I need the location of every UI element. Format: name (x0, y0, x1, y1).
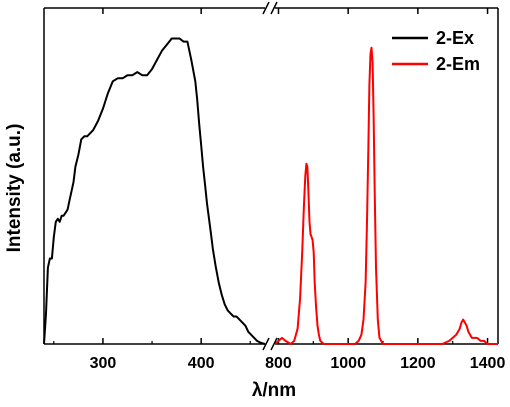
axis-break-marker (262, 1, 278, 351)
legend: 2-Ex 2-Em (392, 28, 480, 74)
series-line-2-ex (43, 37, 266, 345)
tick-labels: 300 400 800 1000 1200 1400 (90, 355, 506, 372)
legend-label-2-em: 2-Em (436, 54, 480, 74)
axis-break-top-left (262, 1, 270, 15)
axis-break-bottom-right (270, 337, 278, 351)
tick-marks (53, 8, 489, 344)
x-tick-label: 800 (265, 355, 292, 372)
axis-break-bottom-left (262, 337, 270, 351)
series-line-2-em (274, 46, 498, 345)
series-lines (43, 37, 498, 345)
y-axis-label: Intensity (a.u.) (4, 124, 25, 253)
x-axis-label: λ/nm (252, 380, 296, 401)
x-tick-label: 1400 (470, 355, 506, 372)
x-tick-label: 1200 (400, 355, 436, 372)
x-tick-label: 400 (188, 355, 215, 372)
plot-frame (43, 7, 499, 345)
x-tick-label: 300 (90, 355, 117, 372)
legend-label-2-ex: 2-Ex (436, 28, 474, 48)
x-tick-label: 1000 (330, 355, 366, 372)
axis-break-top-right (270, 1, 278, 15)
